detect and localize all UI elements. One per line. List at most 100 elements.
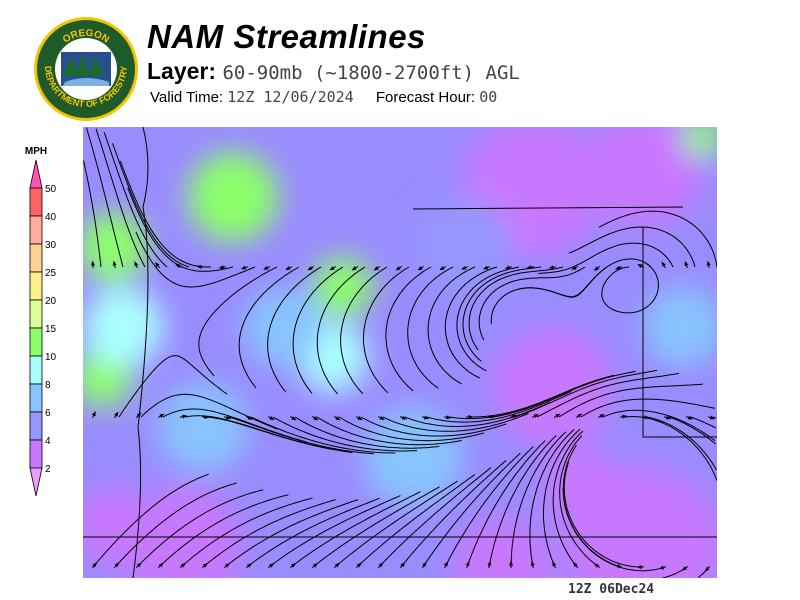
streamline-arrow <box>289 563 297 569</box>
streamline <box>238 266 300 389</box>
streamline-map <box>83 127 717 578</box>
streamline-arrow <box>439 265 447 271</box>
streamline <box>95 128 146 268</box>
streamline <box>690 416 716 429</box>
legend-tick-label: 20 <box>45 296 57 307</box>
forecast-hour-value: 00 <box>479 88 498 106</box>
streamline <box>268 495 401 568</box>
legend-tick-label: 15 <box>45 324 57 335</box>
streamline <box>543 428 581 568</box>
streamline <box>426 391 572 423</box>
streamline <box>444 266 498 379</box>
streamline <box>562 488 666 572</box>
streamline <box>202 499 336 568</box>
streamline-arrow <box>572 561 579 569</box>
streamline <box>112 143 190 268</box>
streamline-arrow <box>597 414 605 419</box>
legend-tick-label: 6 <box>45 408 51 419</box>
legend-band <box>29 187 43 217</box>
streamline <box>363 266 410 394</box>
streamline <box>140 393 278 430</box>
streamline <box>340 266 388 395</box>
streamline <box>316 266 366 395</box>
wind-speed-shading <box>83 212 148 282</box>
streamline-arrow <box>179 414 188 419</box>
streamline-arrow <box>267 563 275 569</box>
coastline <box>132 127 149 578</box>
streamline <box>598 210 717 268</box>
streamline-arrow <box>417 266 425 271</box>
streamline <box>312 486 440 568</box>
layer-value: 60-90mb (~1800-2700ft) AGL <box>222 62 520 84</box>
streamline-arrow <box>526 265 535 270</box>
streamline-arrow <box>175 264 183 269</box>
streamline <box>127 187 234 272</box>
streamline-arrow <box>307 266 315 271</box>
streamline <box>529 429 575 568</box>
streamline <box>180 497 313 568</box>
streamline-arrow <box>571 265 579 270</box>
streamline-arrow <box>661 261 666 269</box>
streamline-arrow <box>548 265 557 270</box>
wind-speed-shading <box>123 487 243 578</box>
streamline <box>246 497 380 568</box>
streamline <box>422 452 521 568</box>
streamline <box>646 416 717 471</box>
legend-over-triangle <box>29 159 43 189</box>
wind-speed-shading <box>683 127 717 157</box>
streamline <box>250 416 396 454</box>
streamline <box>290 491 421 568</box>
streamline-arrow <box>681 566 689 571</box>
legend-band <box>29 411 43 441</box>
streamline <box>563 462 643 568</box>
streamline <box>466 440 546 568</box>
streamline <box>552 430 584 568</box>
streamline-arrow <box>373 266 381 271</box>
streamline-arrow <box>154 262 161 269</box>
streamline <box>119 160 211 268</box>
streamline-arrow <box>553 413 561 418</box>
streamline-arrow <box>593 563 601 568</box>
streamline-arrow <box>351 266 359 271</box>
streamline <box>316 416 462 446</box>
streamline-arrow <box>395 266 403 271</box>
page-title: NAM Streamlines <box>147 18 426 55</box>
streamline <box>267 266 322 393</box>
wind-speed-shading <box>243 287 323 367</box>
streamline <box>514 369 657 418</box>
streamline-arrow <box>134 261 139 269</box>
streamline <box>558 383 703 418</box>
wind-speed-shading <box>83 487 153 567</box>
streamline-arrow <box>223 415 232 420</box>
streamline-arrow <box>530 560 535 569</box>
legend-band <box>29 243 43 273</box>
streamline-arrow <box>355 562 362 569</box>
streamline <box>114 482 237 568</box>
legend-band <box>29 439 43 469</box>
valid-time-value: 12Z 12/06/2024 <box>227 88 354 106</box>
streamline <box>198 266 278 377</box>
streamline-arrow <box>663 415 672 420</box>
streamline <box>559 435 600 568</box>
streamline <box>427 266 476 385</box>
legend-band <box>29 299 43 329</box>
streamline <box>158 494 289 568</box>
streamline-arrow <box>377 415 385 420</box>
streamline-arrow <box>487 560 492 569</box>
legend-tick-label: 25 <box>45 268 57 279</box>
oregon-department-of-forestry-logo: OREGON DEPARTMENT OF FORESTRY <box>34 17 138 121</box>
streamline <box>601 262 659 314</box>
wind-speed-shading <box>453 517 553 578</box>
streamline <box>83 160 102 268</box>
streamline <box>135 231 256 288</box>
streamline-arrow <box>377 562 384 569</box>
streamline-arrow <box>223 562 231 569</box>
streamline-arrow <box>704 565 711 572</box>
streamline-arrow <box>157 413 165 418</box>
legend-band <box>29 215 43 245</box>
streamline-arrow <box>218 265 227 270</box>
map-timestamp: 12Z 06Dec24 <box>568 582 655 597</box>
streamline-arrow <box>658 565 667 570</box>
streamline-arrow <box>285 265 293 271</box>
streamline-arrow <box>593 266 601 271</box>
